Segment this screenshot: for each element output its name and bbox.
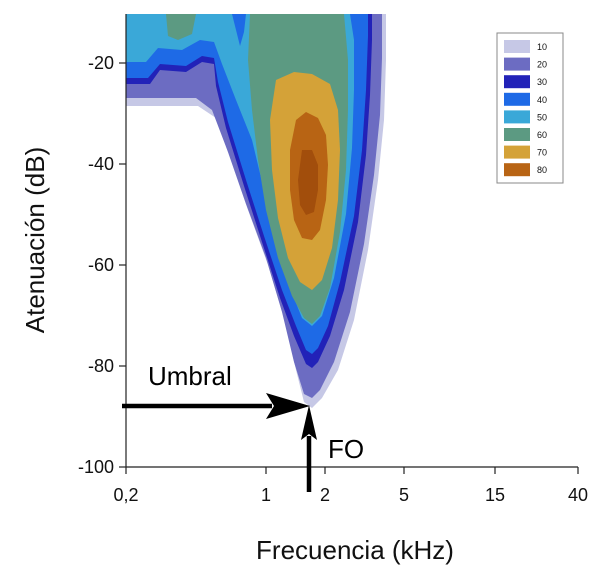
x-tick-label: 0,2 (113, 485, 138, 505)
legend-swatch (504, 145, 530, 159)
legend-label: 40 (537, 95, 547, 105)
legend-label: 80 (537, 165, 547, 175)
y-tick-label: -40 (88, 154, 114, 174)
legend-label: 70 (537, 148, 547, 158)
legend-label: 30 (537, 77, 547, 87)
x-tick-label: 15 (485, 485, 505, 505)
y-axis-title: Atenuación (dB) (20, 147, 50, 333)
contour-pocket-40-notch (232, 14, 246, 46)
x-tick-label: 1 (261, 485, 271, 505)
y-ticks: -20 -40 -60 -80 -100 (78, 53, 126, 477)
legend-swatch (504, 40, 530, 53)
legend-label: 60 (537, 130, 547, 140)
y-tick-label: -100 (78, 457, 114, 477)
axes (125, 14, 578, 468)
legend-swatch (504, 128, 530, 141)
annotations: Umbral FO (122, 361, 364, 492)
legend-label: 10 (537, 42, 547, 52)
legend-swatch (504, 110, 530, 124)
legend-swatch (504, 92, 530, 106)
contour-pocket-60-left (166, 14, 196, 40)
legend-label: 50 (537, 112, 547, 122)
legend-swatch (504, 163, 530, 177)
cf-label: FO (328, 434, 364, 464)
contour-core (298, 150, 318, 215)
response-area-contours (126, 14, 386, 408)
legend-swatch (504, 57, 530, 71)
x-tick-label: 2 (320, 485, 330, 505)
x-tick-label: 5 (399, 485, 409, 505)
x-tick-label: 40 (568, 485, 588, 505)
legend-label: 20 (537, 60, 547, 70)
legend: 10 20 30 40 50 60 70 80 (496, 32, 564, 184)
legend-frame (496, 32, 564, 184)
y-tick-label: -80 (88, 356, 114, 376)
threshold-label: Umbral (148, 361, 232, 391)
x-axis-title: Frecuencia (kHz) (256, 535, 454, 565)
legend-swatch (504, 75, 530, 89)
x-ticks: 0,2 1 2 5 15 40 (113, 467, 588, 505)
threshold-arrow-head (266, 393, 310, 419)
y-tick-label: -60 (88, 255, 114, 275)
y-tick-label: -20 (88, 53, 114, 73)
cf-arrow-head (301, 405, 317, 440)
